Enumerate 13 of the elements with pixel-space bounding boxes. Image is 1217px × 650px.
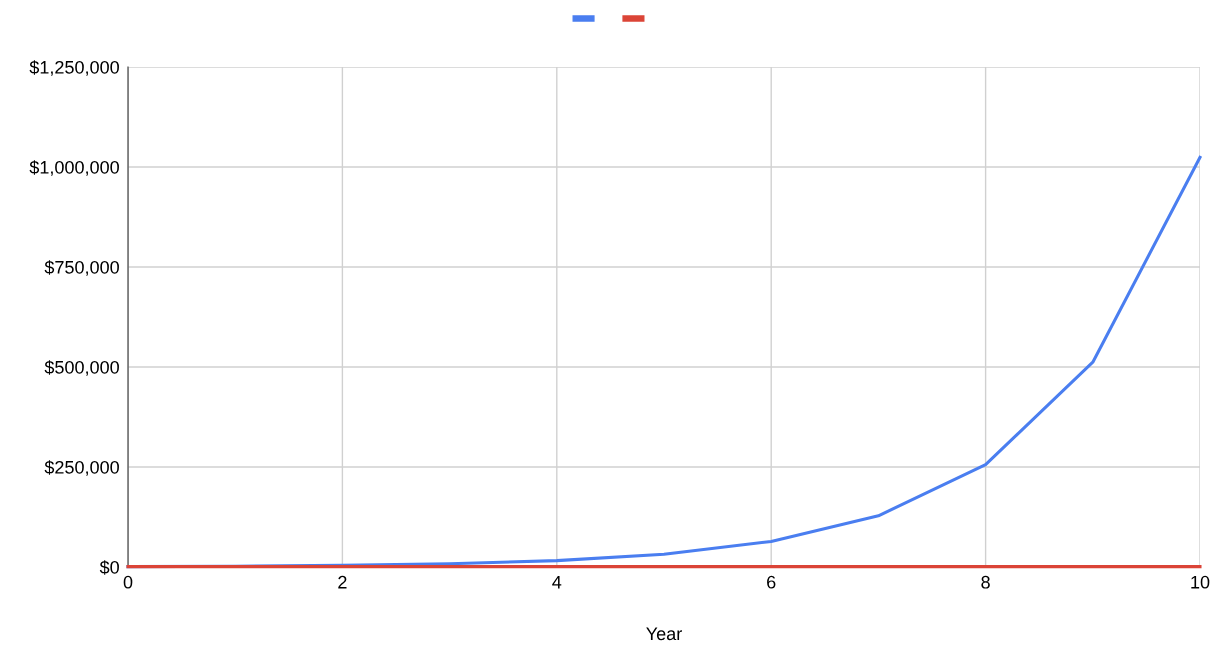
- y-tick-label: $250,000: [44, 460, 119, 476]
- x-tick-label: 6: [767, 575, 776, 589]
- y-tick-label: $1,250,000: [29, 60, 119, 76]
- x-axis-title: Year: [646, 627, 682, 641]
- y-tick-label: $500,000: [44, 360, 119, 376]
- y-tick-label: $0: [99, 560, 119, 575]
- y-tick-label: $750,000: [44, 260, 119, 276]
- x-tick-label: 4: [552, 576, 562, 589]
- x-tick-label: 0: [123, 575, 133, 589]
- x-tick-label: 10: [1191, 575, 1210, 589]
- x-tick-label: 2: [338, 575, 347, 589]
- y-tick-label: $1,000,000: [29, 160, 119, 176]
- x-tick-label: 8: [981, 575, 990, 589]
